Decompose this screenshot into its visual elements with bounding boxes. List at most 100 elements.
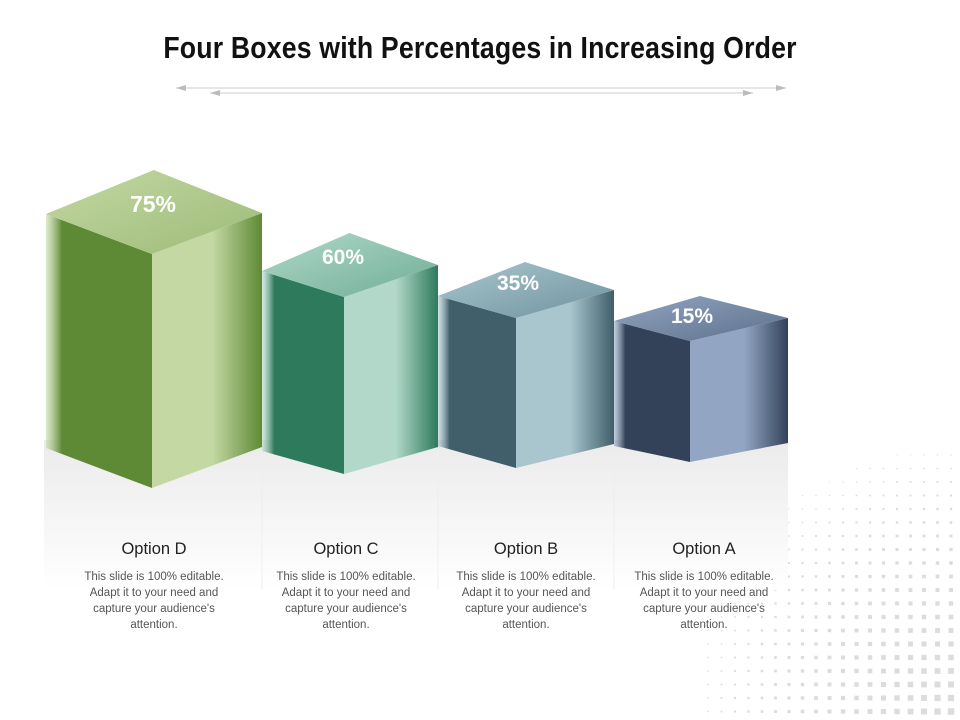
decor-dot xyxy=(896,467,898,470)
decor-dot xyxy=(828,481,831,483)
decor-dot xyxy=(787,629,791,632)
decor-dot xyxy=(774,642,777,646)
decor-dot xyxy=(787,669,791,673)
decor-dot xyxy=(881,655,886,660)
decor-dot xyxy=(828,508,831,510)
decor-dot xyxy=(854,615,859,619)
decor-dot xyxy=(935,561,940,565)
decor-dot xyxy=(788,521,790,524)
decor-dot xyxy=(922,521,926,524)
decor-dot xyxy=(841,628,845,633)
decor-dot xyxy=(908,547,913,552)
decor-dot xyxy=(774,710,777,713)
decor-dot xyxy=(854,668,859,674)
decor-dot xyxy=(895,548,899,551)
decor-dot xyxy=(882,481,885,483)
decor-dot xyxy=(774,602,777,605)
decor-dot xyxy=(921,614,927,620)
decor-dot xyxy=(800,655,805,660)
decor-dot xyxy=(720,683,723,686)
decor-dot xyxy=(894,668,900,674)
decor-dot xyxy=(842,481,844,483)
decor-dot xyxy=(881,614,886,620)
decor-dot xyxy=(842,521,844,524)
decor-dot xyxy=(881,574,886,579)
decor-dot xyxy=(921,641,927,647)
decor-dot xyxy=(841,548,845,551)
decor-dot xyxy=(948,641,954,647)
decor-dot xyxy=(948,614,954,620)
decor-dot xyxy=(787,602,791,605)
decor-dot xyxy=(936,507,939,511)
decor-dot xyxy=(948,601,954,606)
decor-dot xyxy=(921,654,927,661)
decor-dot xyxy=(868,521,872,524)
decor-dot xyxy=(896,494,898,497)
decor-dot xyxy=(747,696,750,700)
decor-dot xyxy=(787,642,791,646)
decor-dot xyxy=(734,602,736,605)
decor-dot xyxy=(949,507,953,511)
decor-dot xyxy=(800,642,805,646)
decor-dot xyxy=(840,668,846,674)
cube-left-face xyxy=(438,296,516,468)
cube-right-face xyxy=(344,265,438,474)
decor-dot xyxy=(800,709,805,714)
decor-dot xyxy=(935,547,940,552)
decor-dot xyxy=(854,641,859,647)
decor-dot xyxy=(908,601,913,606)
decor-dot xyxy=(760,615,764,619)
decor-dot xyxy=(774,656,777,659)
decor-dot xyxy=(720,616,723,618)
decor-dot xyxy=(854,574,859,579)
decor-dot xyxy=(747,656,750,659)
decor-dot xyxy=(908,641,913,647)
decor-dot xyxy=(855,561,858,565)
decor-dot xyxy=(707,683,709,686)
cube-right-face xyxy=(516,290,614,468)
decor-dot xyxy=(841,642,845,646)
decor-dot xyxy=(734,629,736,632)
decor-dot xyxy=(800,682,805,687)
decor-dot xyxy=(734,656,736,659)
decor-dot xyxy=(815,535,817,537)
decor-dot xyxy=(855,521,858,524)
decor-dot xyxy=(720,629,723,632)
decor-dot xyxy=(841,575,845,578)
decor-dot xyxy=(934,694,941,702)
decor-dot xyxy=(895,574,899,579)
cube-left-face xyxy=(46,214,152,488)
decor-dot xyxy=(936,481,939,483)
decor-dot xyxy=(788,508,790,510)
decor-dot xyxy=(949,534,953,538)
cube-option-c: 60% xyxy=(262,233,438,474)
decor-dot xyxy=(934,708,941,715)
decor-dot xyxy=(921,601,927,606)
cube-right-face xyxy=(690,318,788,462)
decor-dot xyxy=(895,507,899,511)
decor-dot xyxy=(895,561,899,565)
decor-dot xyxy=(747,642,750,646)
percentage-label: 60% xyxy=(322,246,364,269)
decor-dot xyxy=(880,681,887,688)
decor-dot xyxy=(921,668,927,674)
cube-left-face xyxy=(614,321,690,462)
decor-dot xyxy=(814,548,818,551)
decor-dot xyxy=(841,615,845,619)
decor-dot xyxy=(881,641,886,647)
option-column-d: Option D This slide is 100% editable. Ad… xyxy=(74,540,234,633)
option-label: Option C xyxy=(313,540,379,558)
decor-dot xyxy=(733,683,737,686)
decor-dot xyxy=(947,694,955,702)
decor-dot xyxy=(760,669,764,673)
decor-dot xyxy=(855,494,858,497)
decor-dot xyxy=(936,454,939,456)
decor-dot xyxy=(840,655,846,660)
decor-dot xyxy=(881,668,886,674)
decor-dot xyxy=(868,601,872,606)
decor-dot xyxy=(921,628,927,633)
decor-dot xyxy=(747,602,750,605)
decor-dot xyxy=(881,561,886,565)
decor-dot xyxy=(881,601,886,606)
